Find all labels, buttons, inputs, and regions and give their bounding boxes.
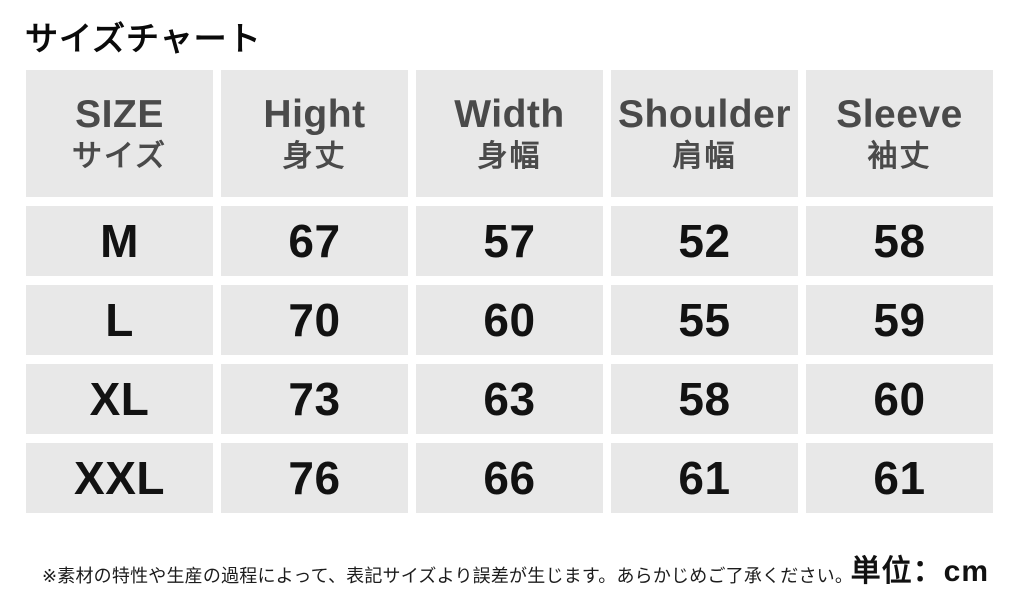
- header-cell-sleeve: Sleeve 袖丈: [806, 70, 993, 197]
- cell-l-width: 60: [416, 285, 603, 355]
- header-label-ja: 身丈: [282, 139, 347, 173]
- header-label-ja: 身幅: [477, 139, 542, 173]
- header-label-ja: 肩幅: [672, 139, 737, 173]
- cell-xl-sleeve: 60: [806, 364, 993, 434]
- cell-m-shoulder: 52: [611, 206, 798, 276]
- cell-m-sleeve: 58: [806, 206, 993, 276]
- cell-l-size: L: [26, 285, 213, 355]
- header-cell-shoulder: Shoulder 肩幅: [611, 70, 798, 197]
- header-label-en: SIZE: [75, 92, 164, 136]
- cell-xxl-width: 66: [416, 443, 603, 513]
- cell-xxl-hight: 76: [221, 443, 408, 513]
- cell-xl-shoulder: 58: [611, 364, 798, 434]
- cell-xxl-shoulder: 61: [611, 443, 798, 513]
- header-label-en: Shoulder: [617, 92, 791, 136]
- cell-m-hight: 67: [221, 206, 408, 276]
- cell-l-sleeve: 59: [806, 285, 993, 355]
- cell-l-hight: 70: [221, 285, 408, 355]
- header-cell-size: SIZE サイズ: [26, 70, 213, 197]
- cell-l-shoulder: 55: [611, 285, 798, 355]
- disclaimer-note: ※素材の特性や生産の過程によって、表記サイズより誤差が生じます。あらかじめご了承…: [42, 566, 854, 586]
- header-label-ja: 袖丈: [867, 139, 932, 173]
- unit-label: 単位：cm: [850, 555, 989, 588]
- cell-xl-size: XL: [26, 364, 213, 434]
- header-label-en: Sleeve: [836, 92, 963, 136]
- header-label-en: Width: [454, 92, 565, 136]
- cell-xxl-size: XXL: [26, 443, 213, 513]
- cell-m-size: M: [26, 206, 213, 276]
- cell-xxl-sleeve: 61: [806, 443, 993, 513]
- cell-xl-hight: 73: [221, 364, 408, 434]
- header-label-ja: サイズ: [71, 139, 168, 173]
- size-table: SIZE サイズ Hight 身丈 Width 身幅 Shoulder 肩幅 S…: [26, 70, 993, 513]
- header-label-en: Hight: [263, 92, 366, 136]
- header-cell-width: Width 身幅: [416, 70, 603, 197]
- header-cell-hight: Hight 身丈: [221, 70, 408, 197]
- cell-m-width: 57: [416, 206, 603, 276]
- cell-xl-width: 63: [416, 364, 603, 434]
- page-title: サイズチャート: [25, 20, 262, 57]
